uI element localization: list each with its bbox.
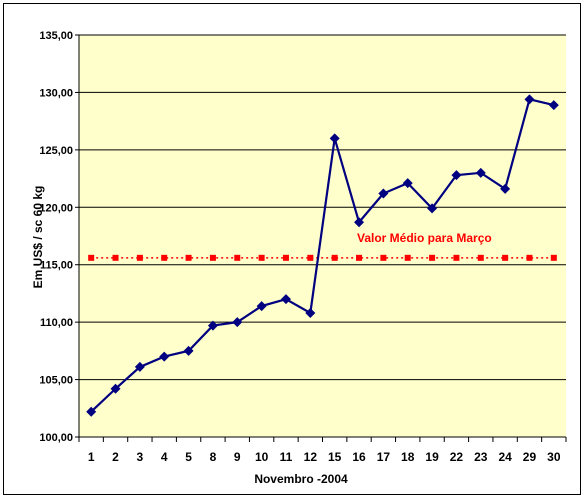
price-point bbox=[183, 345, 194, 356]
x-tick-label: 18 bbox=[401, 450, 415, 464]
average-point bbox=[282, 254, 289, 261]
price-point bbox=[378, 188, 389, 199]
y-tick-label: 110,00 bbox=[40, 317, 73, 329]
y-tick-label: 115,00 bbox=[40, 260, 73, 272]
x-tick-label: 30 bbox=[547, 450, 561, 464]
price-point bbox=[280, 294, 291, 305]
price-point bbox=[427, 203, 438, 214]
x-tick-label: 24 bbox=[498, 450, 512, 464]
average-point bbox=[502, 254, 509, 261]
average-point bbox=[136, 254, 143, 261]
average-point bbox=[453, 254, 460, 261]
x-tick-label: 4 bbox=[161, 450, 168, 464]
average-point bbox=[550, 254, 557, 261]
average-point bbox=[258, 254, 265, 261]
x-tick-label: 1 bbox=[88, 450, 95, 464]
x-tick-label: 9 bbox=[234, 450, 241, 464]
x-tick-label: 5 bbox=[185, 450, 192, 464]
price-point bbox=[354, 217, 365, 228]
average-point bbox=[234, 254, 241, 261]
x-tick-label: 19 bbox=[425, 450, 439, 464]
average-point bbox=[356, 254, 363, 261]
x-tick-label: 2 bbox=[112, 450, 119, 464]
y-tick-label: 130,00 bbox=[39, 87, 73, 99]
average-point bbox=[112, 254, 119, 261]
y-tick-label: 100,00 bbox=[39, 432, 73, 444]
x-tick-label: 3 bbox=[137, 450, 144, 464]
price-point bbox=[548, 100, 559, 111]
price-point bbox=[500, 183, 511, 194]
x-tick-label: 15 bbox=[328, 450, 342, 464]
x-tick-label: 11 bbox=[280, 450, 293, 464]
y-tick-label: 105,00 bbox=[39, 375, 73, 387]
x-tick-label: 10 bbox=[255, 450, 269, 464]
plot-area bbox=[79, 35, 566, 437]
price-point bbox=[110, 383, 121, 394]
average-point bbox=[161, 254, 168, 261]
y-axis-title: Em US$ / sc 60 kg bbox=[31, 186, 45, 289]
price-point bbox=[232, 317, 243, 328]
x-tick-label: 22 bbox=[450, 450, 464, 464]
average-line-annotation: Valor Médio para Março bbox=[357, 231, 492, 245]
average-point bbox=[380, 254, 387, 261]
price-point bbox=[305, 307, 316, 318]
average-point bbox=[209, 254, 216, 261]
price-point bbox=[134, 361, 145, 372]
average-point bbox=[88, 254, 95, 261]
price-point bbox=[475, 167, 486, 178]
y-tick-label: 125,00 bbox=[39, 145, 73, 157]
x-tick-label: 29 bbox=[523, 450, 537, 464]
x-tick-label: 12 bbox=[304, 450, 318, 464]
average-point bbox=[307, 254, 314, 261]
price-point bbox=[207, 320, 218, 331]
average-point bbox=[429, 254, 436, 261]
average-point bbox=[526, 254, 533, 261]
x-tick-label: 16 bbox=[352, 450, 366, 464]
x-tick-label: 23 bbox=[474, 450, 488, 464]
y-tick-label: 120,00 bbox=[39, 202, 73, 214]
x-axis-title: Novembro -2004 bbox=[254, 472, 348, 486]
price-point bbox=[402, 178, 413, 189]
average-point bbox=[477, 254, 484, 261]
price-point bbox=[451, 170, 462, 181]
y-tick-label: 135,00 bbox=[39, 30, 73, 42]
price-point bbox=[524, 94, 535, 105]
price-point bbox=[86, 406, 97, 417]
average-point bbox=[404, 254, 411, 261]
price-point bbox=[329, 133, 340, 144]
average-point bbox=[331, 254, 338, 261]
x-tick-label: 8 bbox=[210, 450, 217, 464]
price-point bbox=[256, 301, 267, 312]
average-point bbox=[185, 254, 192, 261]
price-point bbox=[159, 351, 170, 362]
x-tick-label: 17 bbox=[377, 450, 391, 464]
